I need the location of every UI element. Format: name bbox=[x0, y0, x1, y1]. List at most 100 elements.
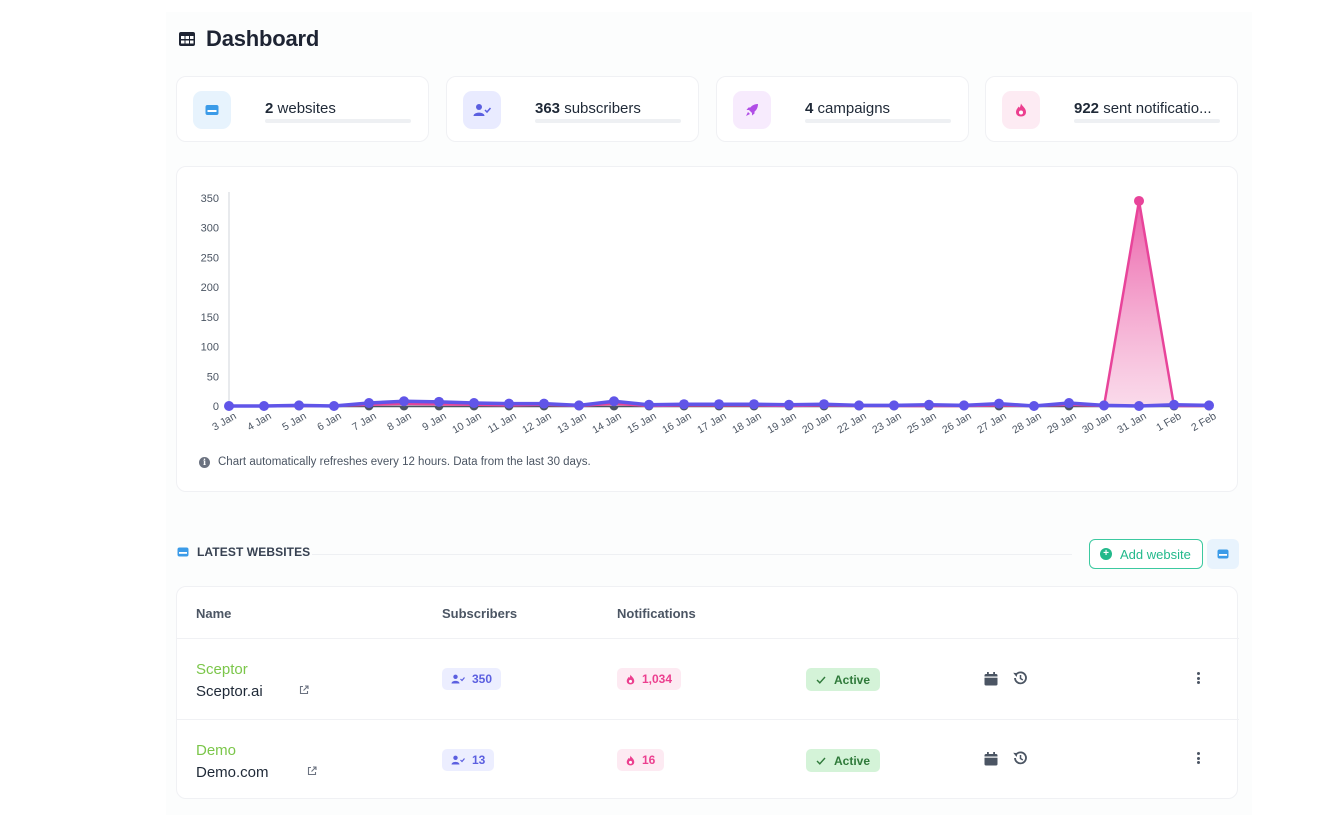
series-point-purple bbox=[574, 400, 584, 411]
subscriber-count-badge: 13 bbox=[442, 749, 495, 771]
stat-subscribers-bar bbox=[535, 119, 681, 123]
fire-icon bbox=[626, 755, 635, 765]
website-url: Sceptor.ai bbox=[196, 683, 263, 700]
section-divider bbox=[312, 554, 1072, 555]
y-tick-label: 250 bbox=[201, 252, 219, 264]
history-icon[interactable] bbox=[1012, 750, 1028, 766]
fire-icon-badge bbox=[1002, 91, 1040, 129]
series-point-purple bbox=[749, 399, 759, 410]
series-point-purple bbox=[1204, 400, 1214, 411]
series-point-purple bbox=[539, 398, 549, 409]
x-tick-label: 25 Jan bbox=[905, 410, 938, 436]
subscriber-count-badge: 350 bbox=[442, 668, 502, 690]
series-point-purple bbox=[714, 399, 724, 410]
website-icon bbox=[1217, 549, 1229, 559]
x-tick-label: 26 Jan bbox=[940, 410, 973, 436]
website-icon-badge bbox=[193, 91, 231, 129]
stat-card-notifications[interactable]: 922 sent notificatio... bbox=[985, 76, 1238, 142]
add-website-button[interactable]: + Add website bbox=[1089, 539, 1203, 569]
subscriber-icon bbox=[473, 104, 491, 116]
x-tick-label: 23 Jan bbox=[870, 410, 903, 436]
rocket-icon-badge bbox=[733, 91, 771, 129]
website-name-link[interactable]: Sceptor bbox=[196, 661, 248, 678]
rocket-icon bbox=[746, 104, 758, 116]
y-tick-label: 0 bbox=[213, 401, 219, 413]
latest-websites-heading: LATEST WEBSITES bbox=[177, 545, 310, 559]
x-tick-label: 2 Feb bbox=[1189, 410, 1218, 434]
website-url: Demo.com bbox=[196, 764, 269, 781]
series-point-purple bbox=[1029, 401, 1039, 411]
chart-note-text: Chart automatically refreshes every 12 h… bbox=[218, 456, 591, 468]
series-point-purple bbox=[259, 401, 269, 411]
series-point-purple bbox=[784, 399, 794, 410]
series-point-purple bbox=[224, 401, 234, 411]
series-point-purple bbox=[434, 396, 444, 407]
notification-count-badge: 1,034 bbox=[617, 668, 682, 690]
y-tick-label: 50 bbox=[207, 371, 219, 383]
stat-websites-text: 2 websites bbox=[265, 100, 336, 117]
x-tick-label: 6 Jan bbox=[315, 410, 343, 433]
external-link-icon[interactable] bbox=[307, 766, 317, 776]
series-point-purple bbox=[959, 400, 969, 411]
series-point-purple bbox=[609, 396, 619, 407]
website-icon bbox=[205, 105, 219, 115]
calendar-icon[interactable] bbox=[983, 751, 999, 767]
info-icon: i bbox=[199, 456, 210, 468]
column-header-subscribers: Subscribers bbox=[442, 606, 518, 621]
x-tick-label: 3 Jan bbox=[210, 410, 238, 433]
history-icon[interactable] bbox=[1012, 670, 1028, 686]
external-link-icon[interactable] bbox=[299, 685, 309, 695]
x-tick-label: 8 Jan bbox=[385, 410, 413, 433]
stat-campaigns-bar bbox=[805, 119, 951, 123]
x-tick-label: 1 Feb bbox=[1154, 410, 1183, 434]
column-header-notifications: Notifications bbox=[617, 606, 696, 621]
series-point-purple bbox=[469, 398, 479, 409]
table-grid-icon bbox=[179, 32, 195, 46]
series-point-pink bbox=[1134, 195, 1144, 206]
check-icon bbox=[816, 676, 826, 684]
stat-card-campaigns[interactable]: 4 campaigns bbox=[716, 76, 969, 142]
series-point-purple bbox=[994, 398, 1004, 409]
stat-websites-bar bbox=[265, 119, 411, 123]
websites-list-button[interactable] bbox=[1207, 539, 1239, 569]
fire-icon bbox=[1016, 103, 1026, 117]
subscriber-icon bbox=[451, 674, 465, 684]
subscriber-icon-badge bbox=[463, 91, 501, 129]
series-point-purple bbox=[819, 399, 829, 410]
x-tick-label: 4 Jan bbox=[245, 410, 273, 433]
chart-note: i Chart automatically refreshes every 12… bbox=[199, 456, 591, 468]
y-tick-label: 200 bbox=[201, 282, 219, 294]
row-menu-button[interactable] bbox=[1193, 669, 1203, 687]
series-point-purple bbox=[679, 399, 689, 410]
chart-card: 0 50 100 150 200 250 300 350 3 Jan 4 Jan 5 Jan 6 Ja… bbox=[176, 166, 1238, 492]
row-menu-button[interactable] bbox=[1193, 749, 1203, 767]
subscriber-icon bbox=[451, 755, 465, 765]
series-point-purple bbox=[294, 400, 304, 411]
x-tick-label: 29 Jan bbox=[1045, 410, 1078, 436]
series-point-purple bbox=[1099, 400, 1109, 411]
notification-count-badge: 16 bbox=[617, 749, 665, 771]
x-tick-label: 18 Jan bbox=[730, 410, 763, 436]
stat-card-websites[interactable]: 2 websites bbox=[176, 76, 429, 142]
row-divider bbox=[177, 719, 1239, 720]
series-line-pink bbox=[229, 200, 1209, 408]
column-header-name: Name bbox=[196, 606, 232, 621]
stat-campaigns-text: 4 campaigns bbox=[805, 100, 891, 117]
stat-subscribers-text: 363 subscribers bbox=[535, 100, 641, 117]
x-tick-label: 22 Jan bbox=[835, 410, 868, 436]
series-point-purple bbox=[924, 399, 934, 410]
stat-card-subscribers[interactable]: 363 subscribers bbox=[446, 76, 699, 142]
series-point-purple bbox=[1169, 399, 1179, 410]
series-point-purple bbox=[889, 400, 899, 411]
website-name-link[interactable]: Demo bbox=[196, 742, 237, 759]
y-tick-label: 350 bbox=[201, 193, 219, 205]
y-tick-label: 100 bbox=[201, 342, 219, 354]
x-tick-label: 9 Jan bbox=[420, 410, 448, 433]
check-icon bbox=[816, 757, 826, 765]
series-point-purple bbox=[399, 396, 409, 407]
stat-notifications-text: 922 sent notificatio... bbox=[1074, 100, 1212, 117]
calendar-icon[interactable] bbox=[983, 671, 999, 687]
x-tick-label: 7 Jan bbox=[350, 410, 378, 433]
x-tick-label: 12 Jan bbox=[520, 410, 553, 436]
status-badge: Active bbox=[806, 668, 881, 691]
